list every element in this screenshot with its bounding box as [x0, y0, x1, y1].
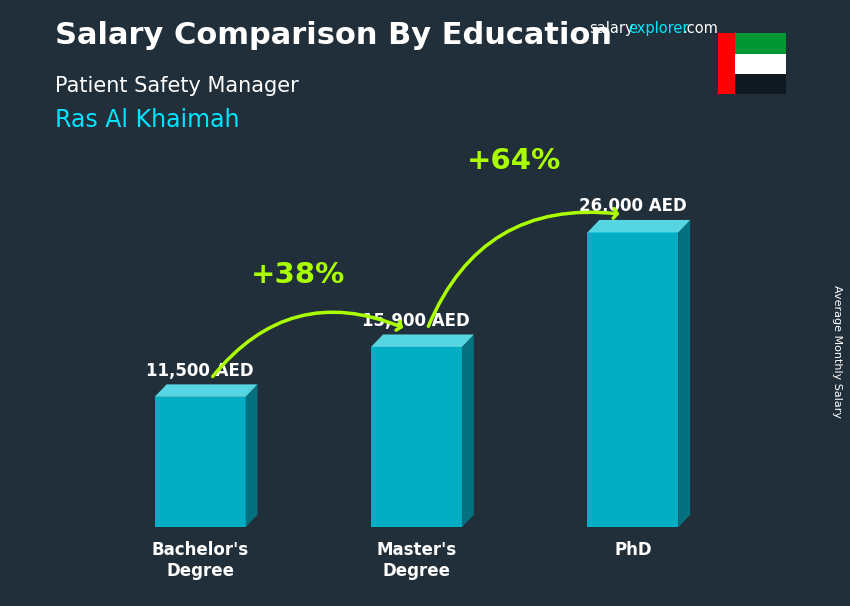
Text: salary: salary — [589, 21, 633, 36]
Bar — [718, 74, 786, 94]
Polygon shape — [155, 384, 258, 397]
Text: +38%: +38% — [251, 261, 344, 290]
Polygon shape — [462, 335, 473, 527]
Text: 26,000 AED: 26,000 AED — [579, 198, 687, 215]
Text: Average Monthly Salary: Average Monthly Salary — [832, 285, 842, 418]
Bar — [718, 53, 786, 74]
Text: Ras Al Khaimah: Ras Al Khaimah — [55, 108, 240, 132]
Text: 15,900 AED: 15,900 AED — [362, 312, 470, 330]
Text: Patient Safety Manager: Patient Safety Manager — [55, 76, 299, 96]
Text: explorer: explorer — [628, 21, 688, 36]
Polygon shape — [246, 384, 258, 527]
Text: .com: .com — [683, 21, 718, 36]
Bar — [718, 33, 786, 53]
Polygon shape — [371, 335, 473, 347]
Bar — [718, 33, 735, 94]
Polygon shape — [587, 220, 690, 233]
Polygon shape — [155, 397, 246, 527]
Polygon shape — [678, 220, 690, 527]
Text: +64%: +64% — [467, 147, 561, 175]
Text: 11,500 AED: 11,500 AED — [146, 362, 253, 380]
Text: Salary Comparison By Education: Salary Comparison By Education — [55, 21, 612, 50]
Polygon shape — [587, 233, 678, 527]
Polygon shape — [371, 347, 462, 527]
